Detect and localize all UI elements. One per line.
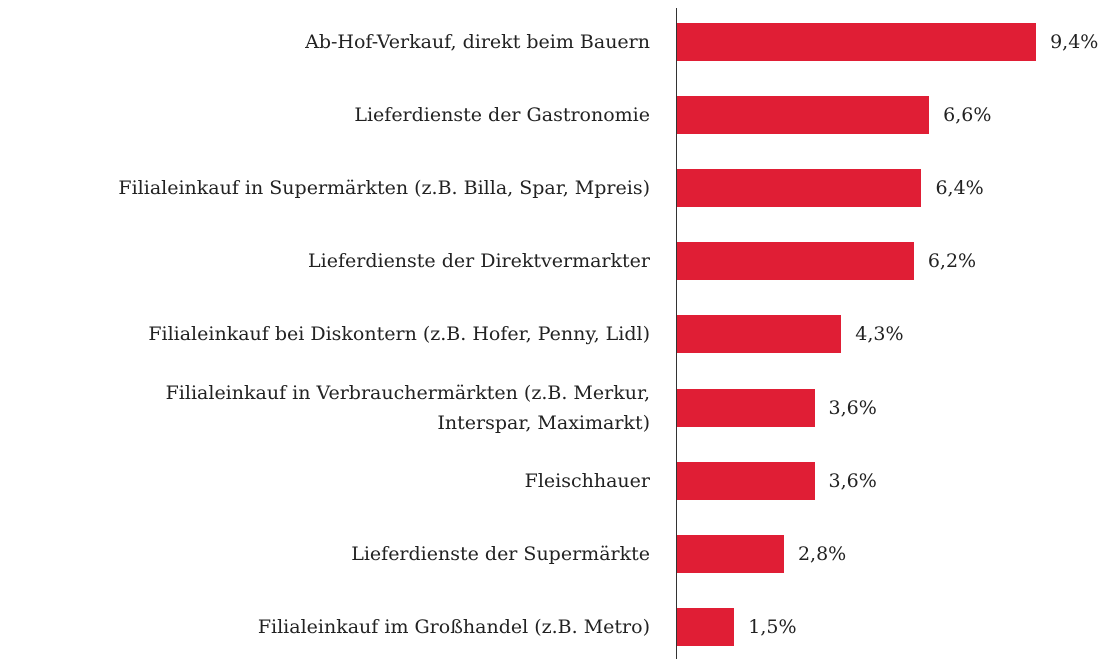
bar <box>677 242 914 281</box>
bar <box>677 461 815 500</box>
value-label: 3,6% <box>828 396 877 419</box>
category-label: Lieferdienste der Supermärkte <box>351 542 650 565</box>
value-label: 9,4% <box>1050 31 1099 53</box>
value-label: 3,6% <box>828 469 877 492</box>
category-label: Lieferdienste der Direktvermarkter <box>308 250 650 273</box>
value-label: 1,5% <box>748 615 797 638</box>
category-label: Lieferdienste der Gastronomie <box>354 104 650 127</box>
axis-line <box>676 8 677 659</box>
value-label: 2,8% <box>797 542 847 565</box>
value-label: 4,3% <box>855 323 904 346</box>
value-label: 6,6% <box>943 104 992 127</box>
bar <box>677 534 784 573</box>
bar <box>677 388 815 427</box>
value-label: 6,2% <box>927 250 977 273</box>
bar <box>677 169 922 208</box>
value-label: 6,4% <box>935 177 984 200</box>
category-label: Ab-Hof-Verkauf, direkt beim Bauern <box>305 31 650 53</box>
category-label: Filialeinkauf bei Diskontern (z.B. Hofer… <box>148 323 650 346</box>
bar <box>677 315 842 354</box>
category-label: Filialeinkauf in Verbrauchermärkten (z.B… <box>165 381 650 434</box>
bar <box>677 23 1037 61</box>
category-label: Fleischhauer <box>524 469 650 492</box>
category-label: Filialeinkauf in Supermärkten (z.B. Bill… <box>118 177 650 200</box>
bar <box>677 607 735 646</box>
category-label: Filialeinkauf im Großhandel (z.B. Metro) <box>257 615 650 638</box>
bar <box>677 96 930 135</box>
